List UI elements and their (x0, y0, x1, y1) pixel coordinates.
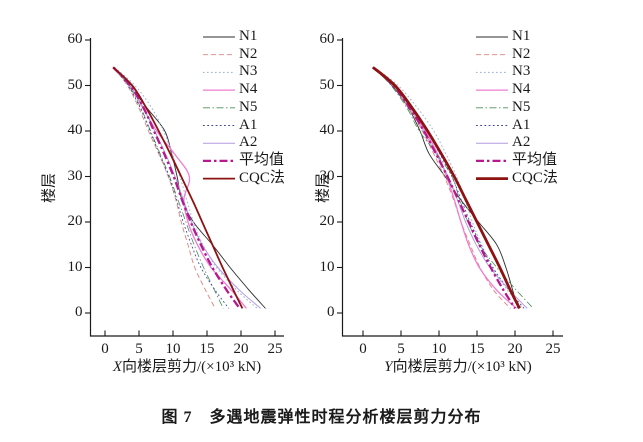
x-chart-series-N3 (114, 66, 258, 309)
y-chart-series-平均值 (372, 66, 516, 310)
x-chart-legend-label-CQC法: CQC法 (239, 169, 285, 186)
y-chart-series-CQC法 (372, 66, 521, 310)
x-chart-x-axis-label-units: 向楼层剪力/(×10³ kN) (121, 359, 262, 375)
y-chart-legend-label-N1: N1 (512, 28, 531, 44)
y-chart-legend-label-N4: N4 (512, 81, 531, 98)
y-chart-x-tick-label: 5 (397, 341, 405, 357)
y-chart-series-N1 (372, 66, 519, 309)
y-chart-x-axis-label-units: 向楼层剪力/(×10³ kN) (392, 359, 532, 375)
x-chart-x-tick-label: 20 (233, 341, 249, 357)
x-chart-y-tick-label: 60 (67, 31, 83, 47)
y-chart-legend-label-N3: N3 (512, 63, 531, 80)
y-chart-x-tick-label: 20 (507, 341, 523, 357)
y-chart-series-N3 (374, 66, 524, 309)
x-chart-x-axis-label-variable: X (112, 359, 122, 375)
y-chart-legend-label-N5: N5 (512, 98, 531, 115)
y-chart-y-tick-label: 50 (319, 76, 335, 93)
x-chart-legend-label-A1: A1 (239, 116, 258, 133)
x-chart-legend-label-N4: N4 (239, 81, 258, 98)
y-chart-legend-label-N2: N2 (512, 45, 531, 62)
x-chart-legend-label-N5: N5 (239, 98, 258, 115)
y-chart-series-N4 (372, 66, 517, 309)
x-chart-legend-label-N2: N2 (239, 45, 258, 62)
y-chart-series-A1 (372, 66, 525, 309)
y-chart-x-tick-label: 0 (359, 341, 367, 357)
y-chart-x-tick-label: 25 (545, 341, 561, 357)
x-chart-series-A2 (112, 66, 262, 309)
y-chart-y-tick-label: 10 (319, 258, 335, 275)
x-chart-y-tick-label: 20 (67, 213, 83, 229)
x-chart-series-CQC法 (112, 66, 244, 309)
y-chart-series-N2 (372, 66, 511, 309)
y-chart-y-tick-label: 60 (319, 31, 335, 47)
y-chart-y-tick-label: 0 (327, 304, 335, 320)
y-chart-y-tick-label: 20 (319, 213, 335, 229)
x-chart-series-N4 (112, 66, 247, 309)
y-chart-legend-label-CQC法: CQC法 (512, 169, 558, 186)
x-chart-y-tick-label: 10 (67, 258, 83, 275)
x-chart-y-tick-label: 40 (67, 122, 83, 138)
y-chart-legend-label-A2: A2 (512, 134, 531, 151)
x-chart-legend-label-平均值: 平均值 (239, 151, 285, 168)
x-chart-y-tick-label: 0 (75, 304, 83, 320)
x-chart-x-tick-label: 0 (101, 341, 109, 357)
x-chart-series-N5 (112, 67, 224, 309)
y-chart-x-axis-label: Y向楼层剪力/(×10³ kN) (384, 355, 532, 376)
x-chart-y-tick-label: 30 (67, 167, 83, 184)
x-chart-x-tick-label: 5 (135, 341, 143, 357)
x-chart-x-tick-label: 25 (267, 341, 283, 357)
y-chart-legend-label-A1: A1 (512, 116, 531, 133)
x-chart-series-平均值 (112, 66, 241, 310)
x-chart-series-N2 (112, 67, 216, 309)
x-chart-x-tick-label: 15 (199, 341, 215, 357)
x-chart-legend-label-N3: N3 (239, 63, 258, 80)
y-chart-legend-label-平均值: 平均值 (512, 151, 558, 168)
x-chart-series-A1 (112, 67, 230, 309)
x-chart-y-tick-label: 50 (67, 76, 83, 93)
y-chart-series-N5 (372, 67, 534, 309)
y-chart-y-tick-label: 30 (319, 167, 335, 184)
figure-caption: 图 7 多遇地震弹性时程分析楼层剪力分布 (161, 409, 482, 426)
y-chart-x-axis-label-variable: Y (384, 359, 393, 375)
y-chart-axes (341, 38, 563, 337)
y-chart-x-tick-label: 15 (469, 341, 485, 357)
x-chart-axes (89, 38, 284, 337)
y-chart-y-tick-label: 40 (319, 122, 335, 138)
x-chart-legend-label-A2: A2 (239, 134, 258, 151)
y-chart-x-tick-label: 10 (431, 341, 447, 357)
x-chart-x-tick-label: 10 (165, 341, 181, 357)
x-chart-legend-label-N1: N1 (239, 28, 258, 44)
x-chart-x-axis-label: X向楼层剪力/(×10³ kN) (113, 355, 261, 376)
